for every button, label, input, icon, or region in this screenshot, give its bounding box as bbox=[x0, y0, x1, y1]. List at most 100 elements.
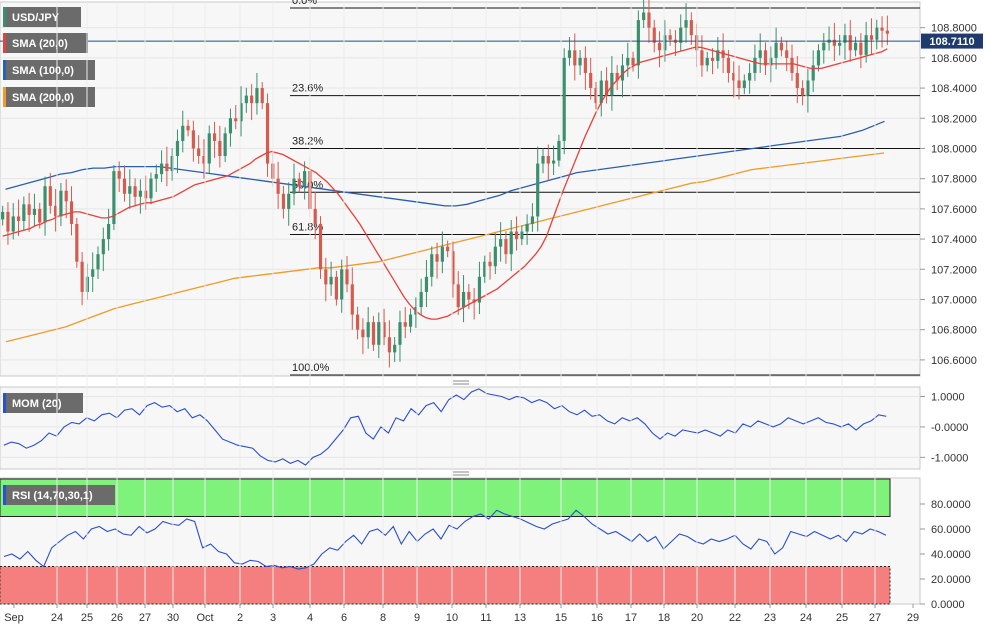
candle bbox=[228, 108, 233, 147]
candle bbox=[144, 175, 148, 210]
legend-symbol[interactable]: USD/JPY bbox=[3, 7, 81, 27]
candle bbox=[250, 84, 254, 121]
candle-body bbox=[59, 190, 63, 217]
candle-body bbox=[557, 140, 561, 161]
candle-body bbox=[382, 322, 386, 338]
candle-body bbox=[202, 156, 206, 164]
resize-handle-2[interactable] bbox=[453, 471, 469, 476]
candle bbox=[440, 231, 444, 274]
fib-level-label: 0.0% bbox=[292, 0, 317, 7]
candle bbox=[732, 61, 736, 98]
candle-body bbox=[6, 211, 10, 232]
candle bbox=[822, 33, 826, 64]
candle bbox=[223, 127, 227, 163]
candle bbox=[133, 178, 137, 207]
candle bbox=[287, 182, 291, 226]
candle-body bbox=[38, 208, 42, 223]
candle-body bbox=[424, 276, 429, 292]
legend-rsi[interactable]: RSI (14,70,30,1) bbox=[3, 485, 115, 505]
price-tick-label: 108.6000 bbox=[931, 53, 977, 65]
candle bbox=[117, 161, 121, 192]
candle-body bbox=[11, 216, 15, 232]
candle bbox=[265, 93, 270, 177]
candle-body bbox=[520, 231, 524, 240]
rsi-tick-label: 60.0000 bbox=[931, 524, 971, 536]
candle bbox=[313, 191, 317, 240]
legend-sma200[interactable]: SMA (200,0) bbox=[3, 87, 95, 107]
time-tick-label: 25 bbox=[836, 612, 848, 624]
price-tick-label: 106.8000 bbox=[931, 325, 977, 337]
candle-body bbox=[578, 57, 582, 66]
candle bbox=[435, 242, 439, 279]
candle-body bbox=[133, 186, 137, 197]
candle-body bbox=[838, 42, 842, 46]
candle-body bbox=[583, 57, 587, 73]
candle-body bbox=[700, 50, 704, 66]
candle-body bbox=[451, 251, 455, 285]
candle bbox=[91, 252, 95, 292]
candle bbox=[679, 14, 683, 51]
candle bbox=[32, 193, 37, 227]
candle-body bbox=[281, 193, 286, 209]
candle-body bbox=[477, 276, 482, 303]
candle-body bbox=[859, 42, 863, 55]
sma200-path bbox=[5, 152, 885, 343]
candle bbox=[329, 261, 333, 296]
candle bbox=[684, 3, 688, 43]
candle-body bbox=[610, 72, 614, 96]
candle bbox=[345, 255, 349, 293]
candle-body bbox=[356, 314, 360, 330]
candle-body bbox=[562, 57, 566, 141]
candle bbox=[748, 63, 752, 94]
time-tick-label: 24 bbox=[800, 612, 812, 624]
price-tick-label: 108.2000 bbox=[931, 113, 977, 125]
rsi-axis: 80.0000 60.0000 40.0000 20.0000 0.0000 bbox=[920, 499, 971, 611]
candle-body bbox=[679, 27, 683, 43]
candle bbox=[181, 110, 185, 153]
time-tick-label: 24 bbox=[51, 612, 63, 624]
candle bbox=[202, 139, 206, 179]
candle bbox=[631, 51, 635, 72]
candle bbox=[408, 308, 413, 333]
time-tick-label: 29 bbox=[907, 612, 919, 624]
rsi-tick-label: 0.0000 bbox=[931, 599, 965, 611]
legend-sma20[interactable]: SMA (20,0) bbox=[3, 33, 88, 53]
candle-body bbox=[287, 193, 291, 209]
candle bbox=[520, 225, 524, 246]
candle-body bbox=[223, 133, 227, 157]
candle bbox=[647, 0, 651, 43]
last-price-tag: 108.7110 bbox=[921, 33, 983, 49]
last-price-value: 108.7110 bbox=[929, 36, 974, 48]
candle bbox=[806, 69, 810, 113]
candle bbox=[6, 202, 10, 245]
candle bbox=[567, 37, 572, 66]
rsi-line bbox=[3, 509, 887, 570]
candle-body bbox=[795, 72, 799, 89]
candle-body bbox=[716, 50, 720, 61]
candle-body bbox=[128, 186, 132, 194]
candle-body bbox=[181, 125, 185, 141]
candle bbox=[668, 29, 672, 46]
candle bbox=[128, 169, 132, 209]
sma20-path bbox=[2, 46, 888, 320]
sma20-label: SMA (20,0) bbox=[12, 38, 68, 50]
candle-body bbox=[212, 133, 217, 141]
legend-sma100[interactable]: SMA (100,0) bbox=[3, 60, 95, 80]
resize-handle-1[interactable] bbox=[453, 380, 469, 385]
candle-body bbox=[790, 57, 794, 73]
candle bbox=[514, 216, 519, 251]
candle bbox=[615, 65, 619, 91]
candle-body bbox=[340, 269, 344, 300]
candle bbox=[620, 53, 625, 98]
candle-body bbox=[668, 35, 672, 40]
rsi-tick-label: 20.0000 bbox=[931, 574, 971, 586]
candle bbox=[832, 22, 836, 61]
time-tick-label: 27 bbox=[869, 612, 881, 624]
candle-body bbox=[763, 50, 768, 66]
legend-mom[interactable]: MOM (20) bbox=[3, 393, 83, 413]
candle bbox=[461, 275, 466, 323]
price-grid bbox=[0, 27, 920, 361]
candle bbox=[488, 252, 492, 280]
time-tick-label: 10 bbox=[446, 612, 458, 624]
